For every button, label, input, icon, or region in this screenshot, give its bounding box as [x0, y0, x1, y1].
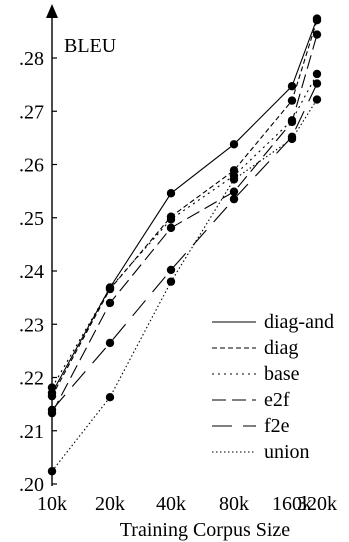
- series-line-e2f: [51, 34, 318, 414]
- x-tick-label: 10k: [37, 493, 67, 515]
- y-tick-label: .27: [19, 101, 44, 123]
- legend: diag-and diag base e2f f2e union: [212, 311, 334, 463]
- data-point-f2e: [312, 79, 322, 88]
- series-points: [47, 14, 322, 476]
- data-point-f2e: [47, 405, 57, 415]
- data-point-union: [47, 467, 57, 476]
- y-tick-label: .23: [19, 314, 44, 336]
- y-tick-label: .28: [19, 48, 44, 70]
- y-axis-arrowhead: [46, 4, 58, 18]
- data-point-diag: [312, 15, 322, 25]
- data-point-union: [105, 393, 115, 402]
- data-point-union: [312, 95, 322, 104]
- data-point-e2f: [105, 298, 115, 308]
- data-point-union: [287, 134, 297, 144]
- legend-label-f2e: f2e: [264, 415, 290, 437]
- legend-label-union: union: [264, 441, 310, 463]
- data-point-e2f: [229, 187, 239, 196]
- data-point-diag-and: [229, 140, 239, 149]
- y-tick-label: .25: [19, 208, 44, 230]
- y-tick-label: .21: [19, 421, 44, 443]
- data-point-union: [229, 175, 239, 184]
- y-ticks: .20 .21 .22 .23 .24 .25 .26 .27 .28: [19, 48, 57, 496]
- data-point-base: [166, 215, 176, 224]
- y-tick-label: .20: [19, 474, 44, 496]
- data-point-diag: [287, 96, 297, 105]
- data-point-e2f: [312, 30, 322, 39]
- y-tick-label: .26: [19, 155, 44, 177]
- legend-label-e2f: e2f: [264, 389, 290, 411]
- data-point-diag-and: [287, 82, 297, 91]
- data-point-union: [166, 277, 176, 286]
- data-point-diag-and: [166, 189, 176, 198]
- legend-label-diag-and: diag-and: [264, 311, 334, 333]
- legend-label-diag: diag: [264, 337, 298, 359]
- series-line-base: [51, 73, 318, 388]
- data-point-e2f: [166, 223, 176, 233]
- x-axis-label: Training Corpus Size: [120, 519, 291, 541]
- y-axis: .20 .21 .22 .23 .24 .25 .26 .27 .28 BLEU: [19, 4, 117, 496]
- data-point-e2f: [287, 117, 297, 127]
- y-tick-label: .22: [19, 368, 44, 390]
- data-point-f2e: [105, 338, 115, 348]
- x-tick-label: 160k: [272, 493, 312, 515]
- data-point-diag: [47, 391, 57, 401]
- x-tick-label: 320k: [297, 493, 337, 515]
- y-tick-label: .24: [19, 261, 44, 283]
- x-tick-label: 20k: [95, 493, 125, 515]
- data-point-f2e: [229, 194, 239, 204]
- series-line-f2e: [51, 83, 318, 411]
- x-tick-label: 40k: [156, 493, 186, 515]
- data-point-base: [105, 283, 115, 293]
- series-lines: [51, 18, 318, 472]
- data-point-base: [312, 69, 322, 79]
- series-line-union: [51, 99, 318, 472]
- data-point-base: [47, 383, 57, 392]
- series-line-diag-and: [51, 18, 318, 394]
- data-point-f2e: [166, 265, 176, 275]
- y-axis-label: BLEU: [64, 35, 117, 57]
- x-tick-label: 80k: [219, 493, 249, 515]
- legend-label-base: base: [264, 363, 300, 385]
